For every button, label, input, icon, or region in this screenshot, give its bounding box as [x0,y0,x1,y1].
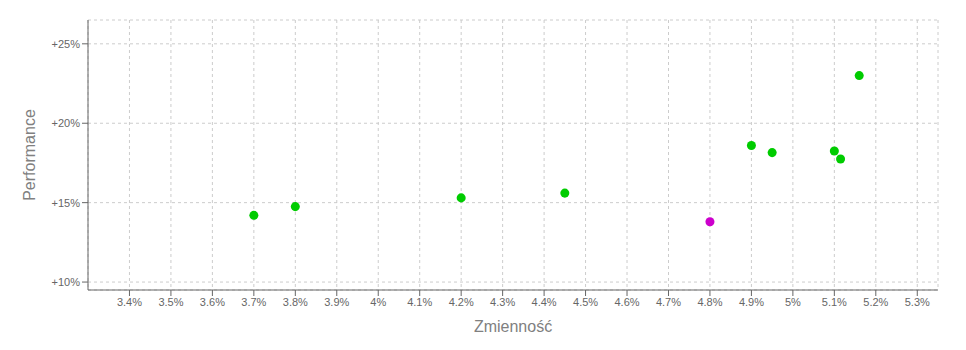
svg-text:+10%: +10% [52,276,81,288]
svg-text:Performance: Performance [21,109,38,201]
svg-text:Zmienność: Zmienność [474,318,552,335]
svg-text:3.4%: 3.4% [117,296,142,308]
svg-text:5%: 5% [785,296,801,308]
svg-text:4.3%: 4.3% [490,296,515,308]
svg-text:4.5%: 4.5% [573,296,598,308]
svg-text:+25%: +25% [52,38,81,50]
svg-text:3.7%: 3.7% [241,296,266,308]
svg-text:4%: 4% [370,296,386,308]
svg-text:+20%: +20% [52,117,81,129]
svg-text:4.1%: 4.1% [407,296,432,308]
svg-text:3.5%: 3.5% [158,296,183,308]
svg-text:4.2%: 4.2% [449,296,474,308]
svg-text:3.6%: 3.6% [200,296,225,308]
svg-text:4.6%: 4.6% [614,296,639,308]
svg-text:5.1%: 5.1% [822,296,847,308]
svg-text:4.4%: 4.4% [532,296,557,308]
svg-text:4.7%: 4.7% [656,296,681,308]
svg-text:4.9%: 4.9% [739,296,764,308]
svg-text:+15%: +15% [52,197,81,209]
svg-text:3.8%: 3.8% [283,296,308,308]
svg-text:5.2%: 5.2% [863,296,888,308]
svg-text:5.3%: 5.3% [905,296,930,308]
svg-text:4.8%: 4.8% [697,296,722,308]
svg-text:3.9%: 3.9% [324,296,349,308]
